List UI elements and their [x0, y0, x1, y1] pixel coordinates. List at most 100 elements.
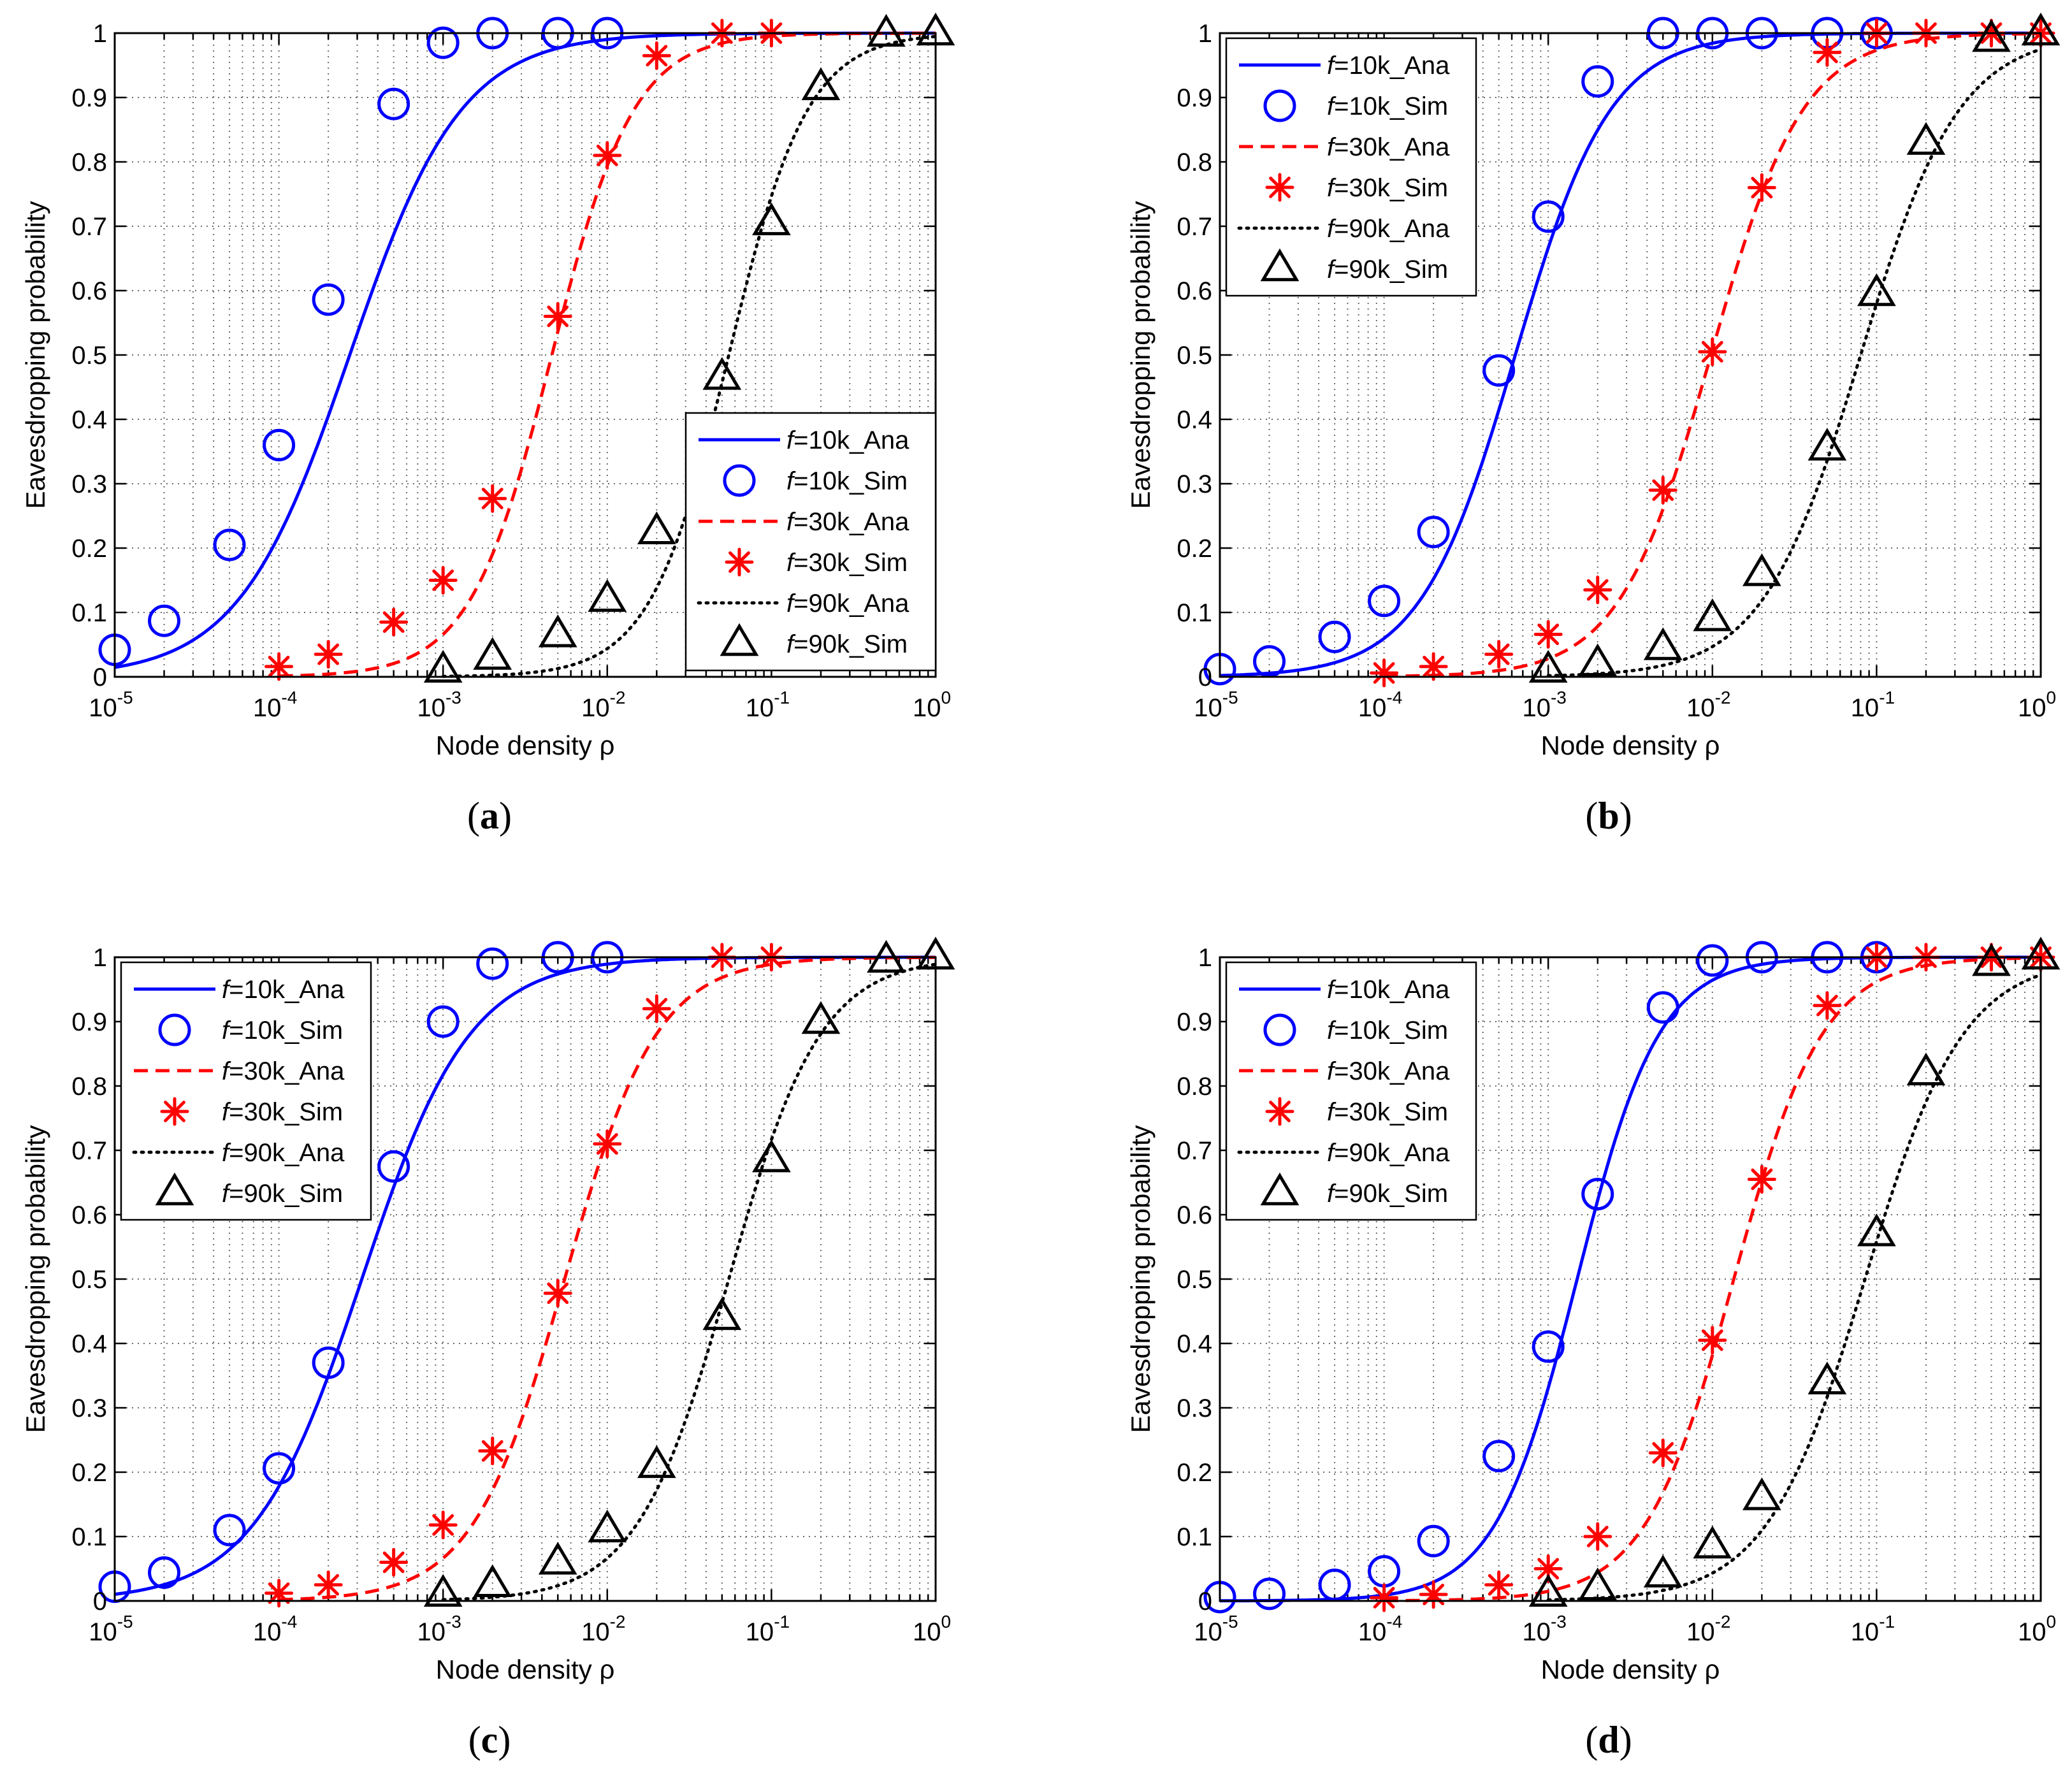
y-tick-label: 0.2 — [1177, 1459, 1212, 1487]
legend-box — [1225, 961, 1477, 1221]
sim-marker-circle — [148, 604, 181, 637]
sim-marker-circle — [213, 1514, 246, 1547]
sim-marker-circle — [1532, 1330, 1565, 1363]
sim-marker-triangle — [801, 67, 841, 101]
x-tick-label: 10-2 — [581, 688, 625, 722]
y-tick-label: 0.2 — [71, 535, 107, 563]
y-tick-label: 0.3 — [71, 470, 107, 498]
legend-label: f=90k_Sim — [222, 1180, 343, 1208]
sim-marker-circle — [312, 283, 345, 316]
x-tick-exponent: 0 — [2046, 688, 2056, 707]
y-tick-label: 0.6 — [1177, 277, 1212, 305]
caption-open: ( — [1585, 795, 1598, 837]
legend-label-text: =30k_Sim — [229, 1098, 343, 1126]
grid — [115, 957, 936, 1601]
y-tick-label: 0.1 — [1177, 599, 1212, 627]
sim-marker-triangle — [588, 579, 627, 612]
legend-label-text: =30k_Ana — [229, 1057, 345, 1085]
legend-label: f=90k_Sim — [1327, 1180, 1448, 1208]
x-tick-label: 10-5 — [1194, 1612, 1238, 1646]
y-tick-label: 0.7 — [1177, 213, 1212, 241]
x-tick-exponent: -4 — [1386, 688, 1402, 707]
sim-marker-triangle — [423, 649, 463, 683]
legend-label-text: =10k_Ana — [793, 426, 909, 454]
sim-marker-circle — [148, 1556, 181, 1589]
legend-label-text: =90k_Ana — [1334, 215, 1450, 243]
sim-marker-triangle — [1260, 1172, 1300, 1206]
sim-marker-circle — [1263, 1013, 1296, 1046]
legend-label: f=10k_Sim — [1327, 1017, 1448, 1045]
x-tick-exponent: -5 — [117, 688, 133, 707]
sim-marker-asterisk — [1698, 1326, 1727, 1355]
legend-label: f=10k_Sim — [786, 467, 908, 495]
y-tick-label: 0.2 — [71, 1459, 107, 1487]
x-tick-base: 10 — [1686, 1618, 1715, 1646]
grid — [1220, 957, 2041, 1601]
sim-marker-triangle — [155, 1172, 194, 1206]
sim-marker-asterisk — [314, 1570, 343, 1600]
y-tick-label: 0.5 — [1177, 342, 1212, 370]
y-tick-label: 0 — [93, 1588, 107, 1616]
legend-label-text: =10k_Ana — [229, 976, 345, 1004]
sim-marker-circle — [1318, 620, 1351, 653]
sim-marker-triangle — [1972, 18, 2011, 52]
y-tick-label: 0.5 — [1177, 1266, 1212, 1294]
sim-marker-circle — [263, 1452, 296, 1485]
sim-marker-triangle — [1578, 643, 1618, 677]
sim-marker-triangle — [752, 1139, 791, 1173]
y-tick-label: 1 — [1198, 944, 1212, 972]
x-tick-base: 10 — [2018, 694, 2047, 722]
sim-marker-asterisk — [160, 1097, 189, 1126]
panel-b: 10-5 10-4 10-3 10-2 10-1 10000.10.20.30.40.50… — [1126, 12, 2061, 760]
legend-label: f=90k_Sim — [786, 630, 908, 658]
x-tick-exponent: -4 — [1386, 1612, 1402, 1632]
x-tick-base: 10 — [1358, 694, 1387, 722]
legend-label-text: =10k_Sim — [1334, 92, 1448, 120]
sim-marker-triangle — [1742, 553, 1781, 586]
x-tick-base: 10 — [746, 694, 774, 722]
y-tick-label: 0.4 — [1177, 406, 1212, 434]
sim-marker-asterisk — [379, 607, 409, 637]
legend: f=10k_Ana f=10k_Sim f=30k_Ana f=30k_Sim f=90… — [120, 961, 372, 1221]
y-tick-label: 0.5 — [71, 1266, 107, 1294]
y-tick-label: 0.7 — [71, 213, 107, 241]
legend-label-text: =30k_Sim — [1334, 174, 1448, 202]
caption-letter: b — [1598, 795, 1619, 837]
sim-marker-circle — [377, 87, 410, 120]
sim-marker-asterisk — [379, 1547, 409, 1577]
sim-marker-triangle — [637, 511, 676, 544]
legend-label: f=30k_Ana — [1327, 133, 1450, 161]
grid — [115, 33, 936, 677]
y-axis-label: Eavesdropping probability — [20, 201, 50, 509]
caption-close: ) — [498, 1719, 511, 1761]
x-tick-label: 10-5 — [89, 688, 133, 722]
series-f90k — [1528, 936, 2061, 1607]
legend-label: f=10k_Ana — [1327, 52, 1450, 80]
legend-label: f=30k_Sim — [786, 549, 908, 577]
x-axis-label: Node density ρ — [1541, 1654, 1720, 1684]
x-tick-label: 10-4 — [253, 688, 297, 722]
x-axis-label: Node density ρ — [436, 730, 615, 760]
legend-label: f=90k_Ana — [1327, 215, 1450, 243]
sim-marker-triangle — [867, 13, 906, 47]
sim-marker-triangle — [1808, 428, 1847, 461]
sim-marker-asterisk — [543, 301, 572, 331]
y-tick-label: 0 — [1198, 663, 1212, 691]
legend-label-text: =90k_Ana — [229, 1139, 345, 1167]
legend-label: f=30k_Sim — [1327, 1098, 1448, 1126]
x-tick-exponent: -2 — [610, 1612, 626, 1632]
y-tick-label: 0.6 — [71, 277, 107, 305]
sim-marker-asterisk — [264, 1579, 294, 1608]
x-tick-base: 10 — [253, 1618, 282, 1646]
caption-letter: d — [1598, 1719, 1619, 1761]
caption-open: ( — [1585, 1719, 1598, 1761]
sim-marker-triangle — [1742, 1477, 1781, 1510]
sim-marker-triangle — [1693, 598, 1732, 632]
legend-label-text: =30k_Ana — [1334, 1057, 1450, 1085]
sim-marker-asterisk — [642, 41, 671, 70]
sim-marker-asterisk — [642, 994, 671, 1024]
x-tick-base: 10 — [1194, 694, 1222, 722]
x-tick-label: 10-2 — [1686, 1612, 1730, 1646]
axes-box — [1219, 32, 2042, 678]
sim-marker-circle — [426, 26, 460, 59]
